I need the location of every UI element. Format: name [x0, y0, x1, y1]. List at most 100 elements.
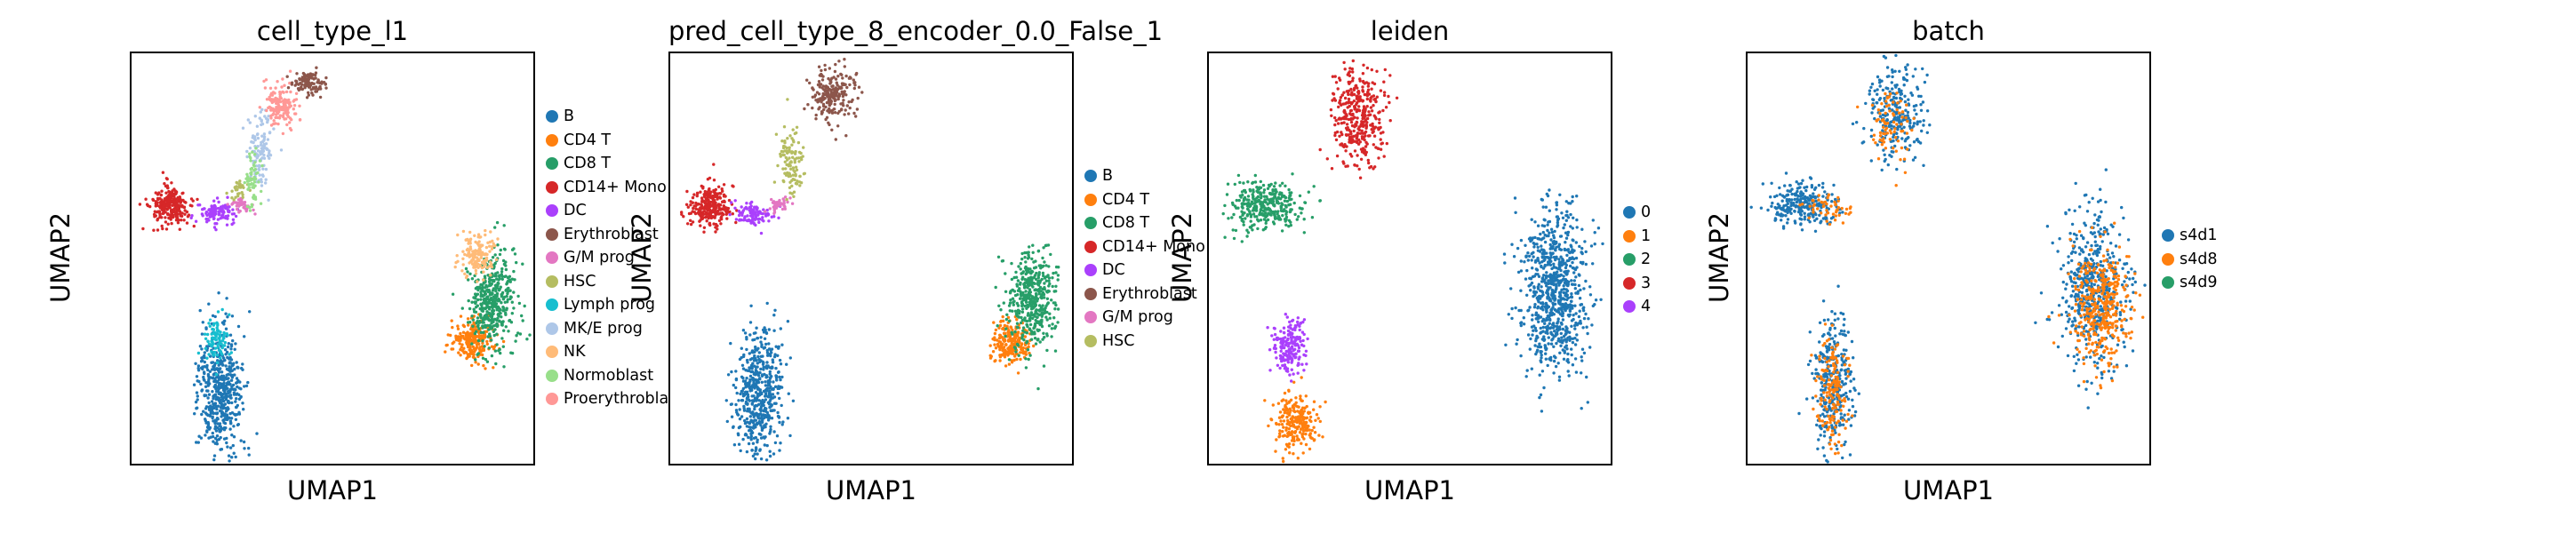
- legend-item: s4d8: [2162, 248, 2218, 272]
- cluster-erythroblast: [285, 66, 328, 99]
- legend-marker: [546, 133, 558, 147]
- legend-marker: [546, 346, 558, 359]
- cluster-erythroblast: [803, 58, 864, 141]
- legend-marker: [546, 227, 558, 241]
- y-axis-label: UMAP2: [627, 211, 657, 303]
- legend-item: CD14+ Mono: [1084, 235, 1205, 259]
- plot-area: [668, 52, 1074, 465]
- legend-label: CD8 T: [564, 155, 612, 173]
- legend-label: s4d8: [2180, 250, 2218, 268]
- legend-item: Erythroblast: [546, 223, 683, 247]
- legend: B CD4 T CD8 T CD14+ Mono DC Erythroblast G/M p…: [546, 105, 683, 411]
- legend-item: MK/E prog: [546, 317, 683, 341]
- legend: B CD4 T CD8 T CD14+ Mono DC Erythroblast G/M p…: [1084, 164, 1205, 353]
- legend-label: HSC: [1102, 331, 1135, 350]
- legend-label: Erythroblast: [564, 225, 659, 243]
- cluster-hsc: [772, 98, 806, 202]
- legend-item: CD8 T: [546, 152, 683, 176]
- legend-marker: [1623, 229, 1636, 243]
- cluster-cd14-mono: [680, 163, 743, 234]
- legend-item: CD4 T: [1084, 188, 1205, 212]
- legend-marker: [546, 204, 558, 218]
- legend-item: DC: [1084, 259, 1205, 282]
- legend-label: NK: [564, 343, 586, 362]
- scatter-plot: [138, 66, 532, 463]
- legend-label: 4: [1641, 298, 1652, 316]
- scatter-plot: [1749, 53, 2147, 464]
- legend-label: Erythroblast: [1102, 284, 1197, 303]
- cluster-normoblast: [243, 147, 264, 212]
- cluster-s4d8: [2047, 221, 2145, 390]
- legend-label: 3: [1641, 274, 1652, 292]
- legend-marker: [2162, 276, 2174, 290]
- legend-label: Proerythroblast: [564, 390, 684, 409]
- legend-label: HSC: [564, 272, 596, 290]
- legend-marker: [1623, 276, 1636, 290]
- legend-item: NK: [546, 340, 683, 364]
- legend-marker: [1084, 193, 1097, 206]
- legend-item: 2: [1623, 248, 1651, 272]
- legend-marker: [546, 369, 558, 382]
- legend-marker: [1084, 311, 1097, 324]
- legend-label: Normoblast: [564, 366, 654, 385]
- cluster-dc: [728, 199, 782, 235]
- y-axis-label: UMAP2: [1704, 211, 1734, 303]
- cluster-b: [724, 301, 796, 462]
- legend-marker: [1623, 206, 1636, 219]
- cluster-cd4-t: [444, 313, 506, 370]
- legend-item: CD14+ Mono: [546, 176, 683, 200]
- panel-title: pred_cell_type_8_encoder_0.0_False_1: [668, 16, 1164, 46]
- cluster-proerythroblast: [258, 69, 302, 136]
- legend-marker: [2162, 229, 2174, 243]
- plot-area: [1207, 52, 1612, 465]
- legend-label: 1: [1641, 227, 1652, 245]
- legend-item: s4d9: [2162, 271, 2218, 295]
- x-axis-label: UMAP1: [825, 475, 917, 505]
- legend: s4d1 s4d8 s4d9: [2162, 224, 2218, 295]
- legend-label: s4d1: [2180, 227, 2218, 245]
- legend-marker: [546, 298, 558, 312]
- legend-item: Lymph prog: [546, 293, 683, 317]
- cluster-1: [1263, 376, 1327, 464]
- legend-marker: [1623, 253, 1636, 266]
- legend-item: G/M prog: [546, 246, 683, 270]
- y-axis-label: UMAP2: [1167, 211, 1197, 303]
- x-axis-label: UMAP1: [1902, 475, 1995, 505]
- y-axis-label: UMAP2: [45, 211, 76, 303]
- cluster-3: [1318, 59, 1399, 179]
- legend-item: CD8 T: [1084, 211, 1205, 235]
- legend-label: B: [1102, 167, 1114, 186]
- panel-title: leiden: [1370, 16, 1450, 46]
- legend-marker: [546, 180, 558, 194]
- legend-item: DC: [546, 199, 683, 223]
- legend-marker: [2162, 252, 2174, 266]
- legend-item: B: [1084, 164, 1205, 188]
- cluster-s4d1: [1749, 171, 1844, 233]
- legend-label: MK/E prog: [564, 319, 643, 338]
- cluster-cd8-t: [994, 243, 1060, 391]
- cluster-s4d8: [1810, 322, 1854, 456]
- cluster-cd8-t: [451, 220, 532, 369]
- cluster-g-m-prog: [763, 195, 795, 215]
- cluster-s4d1: [1851, 53, 1932, 172]
- legend-label: s4d9: [2180, 274, 2218, 292]
- legend-label: CD14+ Mono: [564, 178, 667, 196]
- legend-item: Erythroblast: [1084, 282, 1205, 306]
- cluster-0: [1502, 188, 1604, 413]
- legend-item: G/M prog: [1084, 306, 1205, 330]
- legend-marker: [546, 274, 558, 288]
- legend-marker: [1623, 300, 1636, 314]
- cluster-g-m-prog: [226, 196, 257, 216]
- legend-item: 3: [1623, 272, 1651, 296]
- legend-label: CD4 T: [1102, 190, 1150, 209]
- legend-item: HSC: [546, 270, 683, 294]
- legend-item: B: [546, 105, 683, 129]
- legend-item: s4d1: [2162, 224, 2218, 248]
- scatter-plot: [680, 58, 1060, 462]
- cluster-hsc: [225, 177, 253, 202]
- legend-label: DC: [1102, 261, 1125, 280]
- x-axis-label: UMAP1: [286, 475, 379, 505]
- legend-item: 1: [1623, 225, 1651, 249]
- legend-label: Lymph prog: [564, 296, 656, 314]
